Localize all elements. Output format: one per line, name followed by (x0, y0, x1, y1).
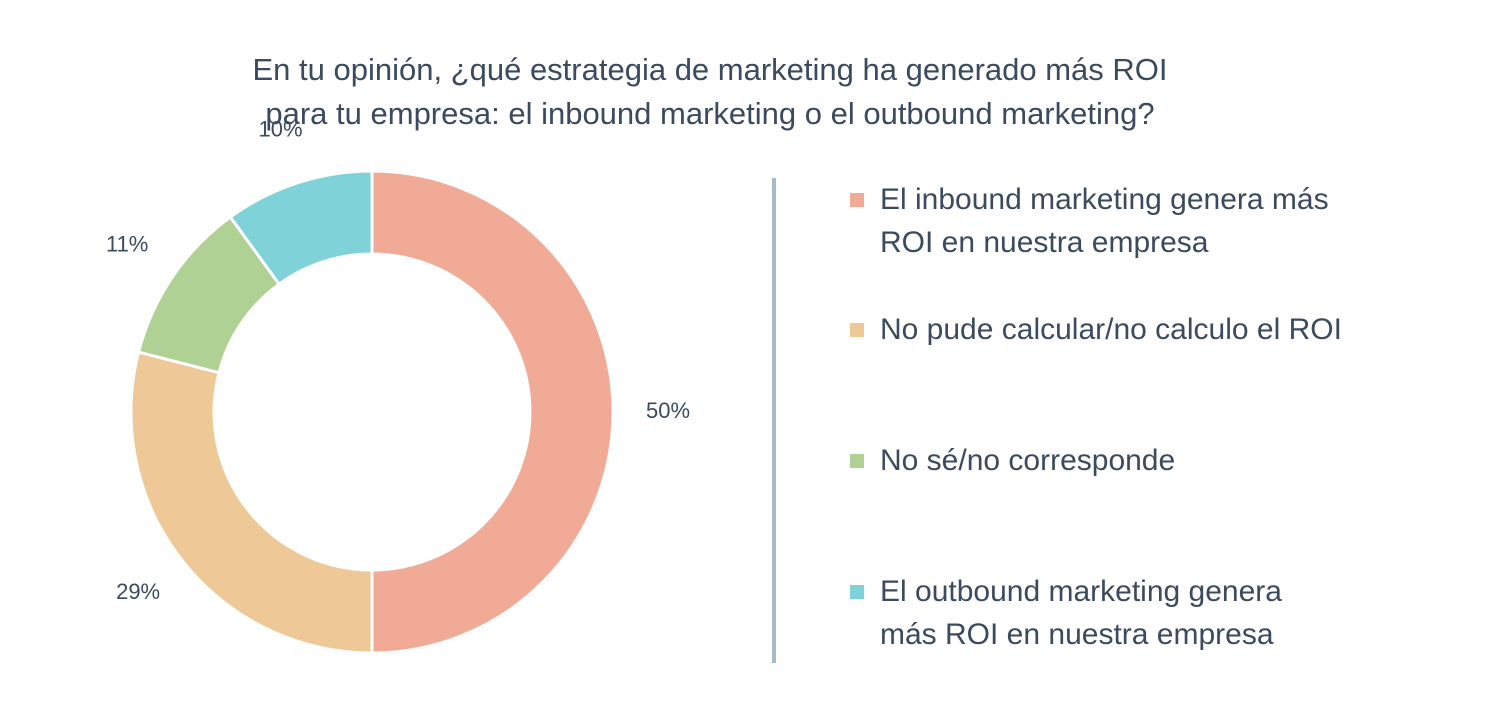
legend-swatch-no-calculo (850, 323, 864, 337)
donut-slice-outbound (228, 169, 374, 287)
legend-swatch-no-se (850, 454, 864, 468)
chart-title-line-1: En tu opinión, ¿qué estrategia de market… (252, 52, 1168, 87)
legend-swatch-outbound (850, 585, 864, 599)
legend: El inbound marketing genera más ROI en n… (850, 0, 1470, 718)
donut-slice-inbound (370, 169, 615, 655)
legend-swatch-inbound (850, 193, 864, 207)
legend-label-no-calculo: No pude calcular/no calculo el ROI (880, 313, 1342, 346)
slice-label-no-calculo: 29% (116, 579, 160, 604)
legend-label-no-se: No sé/no corresponde (880, 444, 1176, 477)
chart-title: En tu opinión, ¿qué estrategia de market… (0, 48, 1420, 136)
slice-label-outbound: 10% (259, 116, 303, 141)
legend-label-inbound: El inbound marketing genera más ROI en n… (880, 183, 1329, 259)
donut-chart: 50% 29% 11% 10% (106, 116, 690, 655)
legend-label-outbound: El outbound marketing genera más ROI en … (880, 575, 1282, 651)
legend-item-inbound: El inbound marketing genera más ROI en n… (850, 178, 1329, 264)
legend-divider (772, 178, 776, 663)
slice-label-inbound: 50% (646, 398, 690, 423)
chart-title-line-2: para tu empresa: el inbound marketing o … (265, 96, 1155, 131)
legend-item-outbound: El outbound marketing genera más ROI en … (850, 570, 1282, 656)
legend-item-no-calculo: No pude calcular/no calculo el ROI (850, 308, 1342, 351)
slice-label-no-se: 11% (106, 231, 148, 256)
legend-item-no-se: No sé/no corresponde (850, 439, 1175, 482)
donut-slice-no-calculo (129, 350, 374, 655)
